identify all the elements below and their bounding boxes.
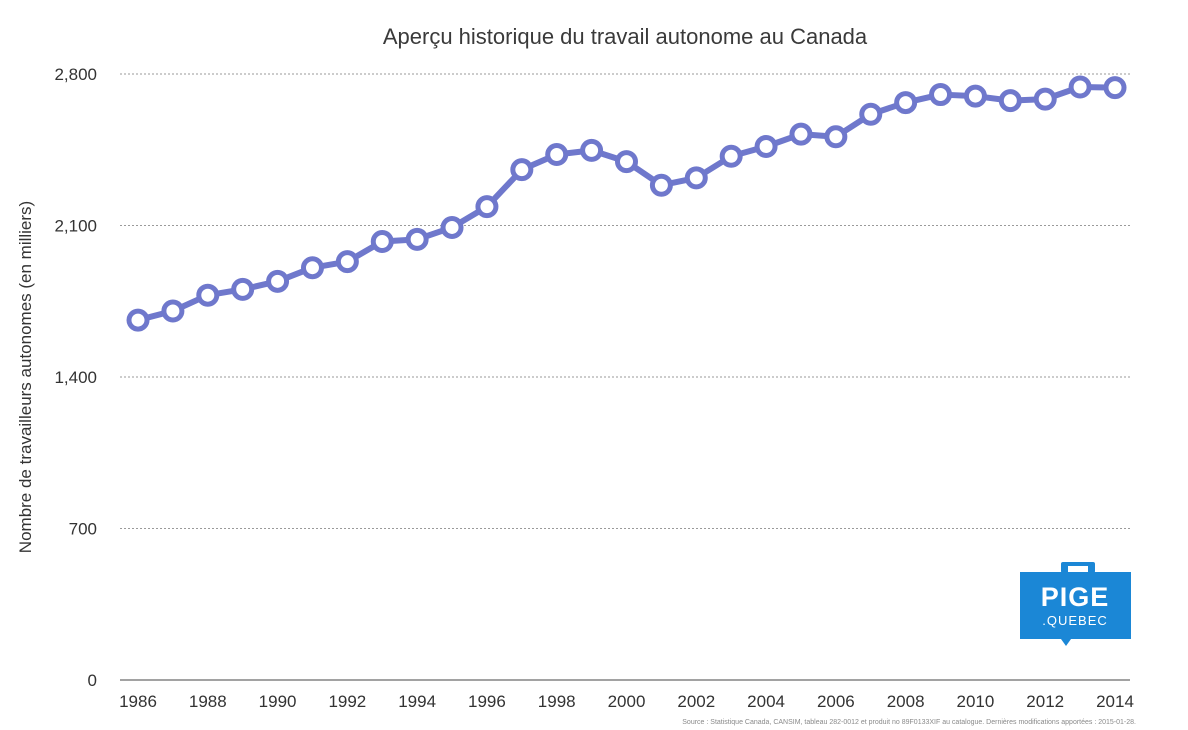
x-axis-ticks: 1986 1988 1990 1992 1994 1996 1998 2000 2002 2004… [119, 692, 1134, 711]
logo-handle-hole [1068, 566, 1088, 573]
x-tick-label: 1994 [398, 692, 436, 711]
data-point [1068, 75, 1092, 99]
data-point [580, 138, 604, 162]
data-point [370, 230, 394, 254]
data-point [859, 102, 883, 126]
data-point [649, 173, 673, 197]
data-point [1033, 87, 1057, 111]
x-tick-label: 2014 [1096, 692, 1134, 711]
x-tick-label: 2008 [887, 692, 925, 711]
data-point [475, 195, 499, 219]
data-series [126, 75, 1127, 332]
data-point [335, 250, 359, 274]
data-point [510, 158, 534, 182]
data-point [824, 125, 848, 149]
data-point [684, 166, 708, 190]
data-point [894, 91, 918, 115]
x-tick-label: 1988 [189, 692, 227, 711]
data-point [929, 83, 953, 107]
data-point [1103, 76, 1127, 100]
x-tick-label: 1986 [119, 692, 157, 711]
data-point [545, 143, 569, 167]
data-point [405, 227, 429, 251]
data-point [719, 144, 743, 168]
y-tick-label: 1,400 [54, 368, 97, 387]
x-tick-label: 1996 [468, 692, 506, 711]
x-tick-label: 2000 [608, 692, 646, 711]
y-tick-label: 2,100 [54, 217, 97, 236]
gridlines [120, 73, 1130, 529]
chart-title: Aperçu historique du travail autonome au… [383, 24, 868, 49]
y-tick-label: 0 [88, 671, 97, 690]
x-tick-label: 1990 [259, 692, 297, 711]
data-point [789, 122, 813, 146]
data-point [998, 89, 1022, 113]
pige-quebec-logo: PIGE .QUEBEC [1020, 562, 1131, 646]
data-point [196, 283, 220, 307]
x-tick-label: 2002 [677, 692, 715, 711]
y-tick-label: 700 [69, 520, 97, 539]
x-tick-label: 1998 [538, 692, 576, 711]
x-tick-label: 2006 [817, 692, 855, 711]
y-axis-ticks: 0 700 1,400 2,100 2,800 [54, 65, 97, 690]
x-tick-label: 2012 [1026, 692, 1064, 711]
data-point [440, 215, 464, 239]
data-point [126, 308, 150, 332]
y-tick-label: 2,800 [54, 65, 97, 84]
data-point [963, 84, 987, 108]
source-note: Source : Statistique Canada, CANSIM, tab… [682, 719, 1136, 726]
data-point [266, 269, 290, 293]
data-point [615, 150, 638, 174]
data-point [754, 135, 778, 159]
data-point [231, 277, 255, 301]
logo-pointer-icon [1061, 639, 1071, 646]
data-point [161, 299, 185, 323]
y-axis-label: Nombre de travailleurs autonomes (en mil… [16, 201, 35, 553]
x-tick-label: 1992 [328, 692, 366, 711]
x-tick-label: 2010 [957, 692, 995, 711]
logo-text-quebec: .QUEBEC [1042, 613, 1108, 628]
x-tick-label: 2004 [747, 692, 785, 711]
logo-text-pige: PIGE [1041, 582, 1110, 612]
logo-box [1020, 572, 1131, 639]
data-point [300, 256, 324, 280]
